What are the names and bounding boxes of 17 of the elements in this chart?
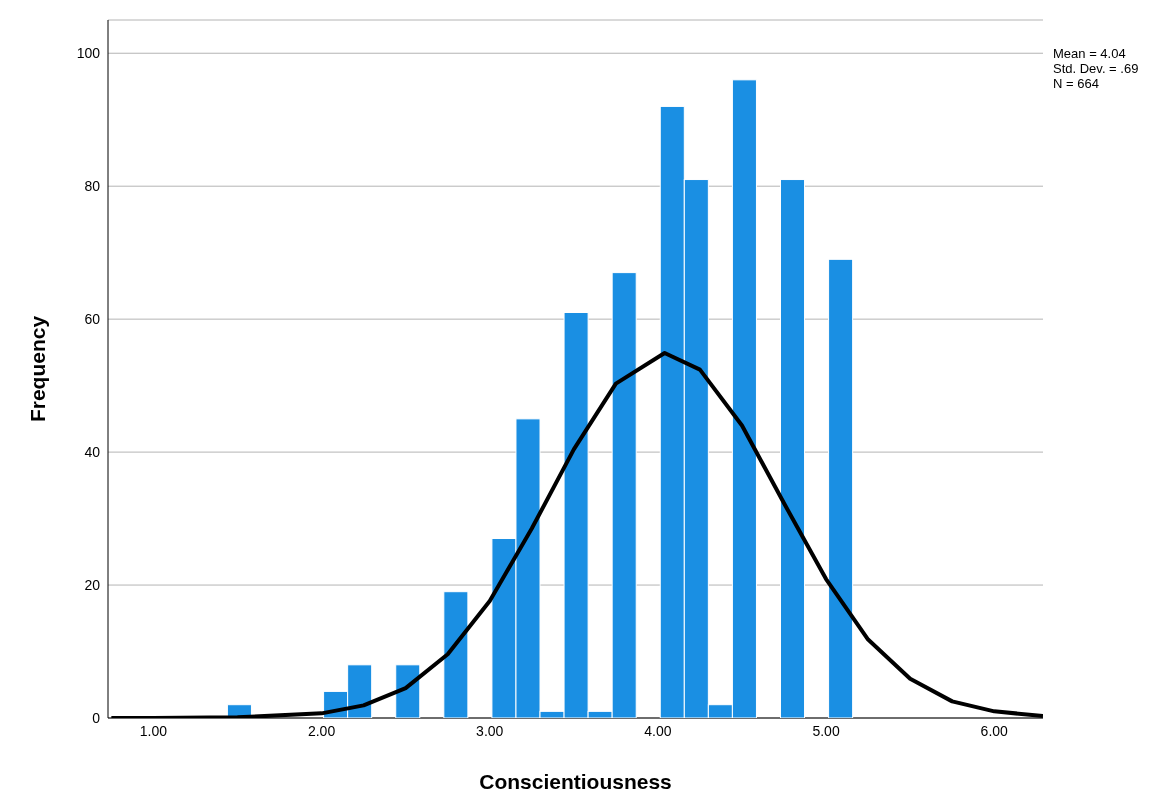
x-tick-label: 6.00: [980, 722, 1009, 739]
x-tick-label: 4.00: [644, 722, 672, 739]
y-tick-label: 100: [76, 45, 101, 62]
x-tick-label: 5.00: [812, 722, 840, 739]
x-axis-title: Conscientiousness: [479, 770, 672, 793]
x-tick-label: 3.00: [476, 722, 504, 739]
y-tick-label: 80: [84, 178, 101, 195]
y-tick-label: 60: [84, 311, 101, 328]
y-axis-title: Frequency: [26, 315, 50, 423]
x-tick-label: 2.00: [307, 722, 336, 739]
y-tick-label: 0: [92, 709, 101, 726]
text: Std. Dev. = .69: [1053, 61, 1139, 76]
text: Mean = 4.04: [1053, 46, 1127, 61]
y-tick-label: 20: [84, 577, 101, 594]
x-tick-label: 1.00: [139, 722, 168, 739]
y-tick-label: 40: [84, 444, 101, 461]
text: N = 664: [1053, 76, 1100, 91]
